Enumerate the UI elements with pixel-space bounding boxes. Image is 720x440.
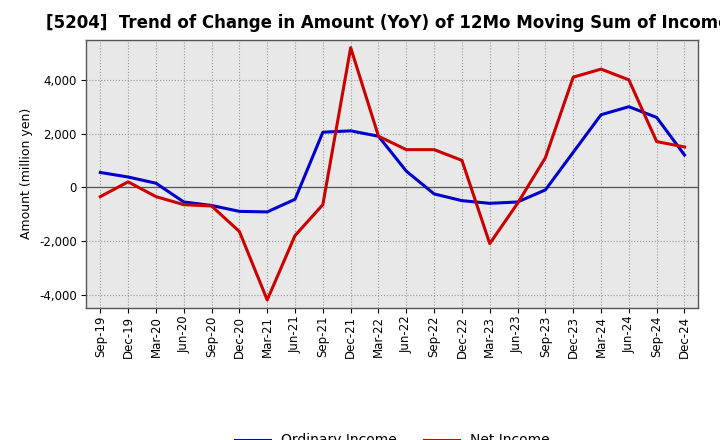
Net Income — [318, 202, 327, 207]
Net Income — [652, 139, 661, 144]
Ordinary Income — [402, 169, 410, 174]
Ordinary Income — [458, 198, 467, 203]
Legend: Ordinary Income, Net Income: Ordinary Income, Net Income — [230, 428, 555, 440]
Net Income — [597, 66, 606, 72]
Ordinary Income — [541, 187, 550, 193]
Ordinary Income — [235, 209, 243, 214]
Net Income — [179, 202, 188, 207]
Net Income — [485, 241, 494, 246]
Net Income — [152, 194, 161, 199]
Net Income — [207, 203, 216, 209]
Ordinary Income — [680, 152, 689, 158]
Ordinary Income — [96, 170, 104, 175]
Net Income — [541, 155, 550, 160]
Net Income — [430, 147, 438, 152]
Ordinary Income — [346, 128, 355, 133]
Ordinary Income — [263, 209, 271, 215]
Y-axis label: Amount (million yen): Amount (million yen) — [20, 108, 33, 239]
Net Income — [569, 74, 577, 80]
Net Income — [402, 147, 410, 152]
Ordinary Income — [652, 115, 661, 120]
Net Income — [291, 233, 300, 238]
Net Income — [346, 45, 355, 50]
Ordinary Income — [624, 104, 633, 109]
Ordinary Income — [513, 199, 522, 205]
Ordinary Income — [152, 180, 161, 186]
Net Income — [124, 179, 132, 184]
Net Income — [96, 194, 104, 199]
Net Income — [374, 134, 383, 139]
Ordinary Income — [374, 134, 383, 139]
Net Income — [680, 144, 689, 150]
Title: [5204]  Trend of Change in Amount (YoY) of 12Mo Moving Sum of Incomes: [5204] Trend of Change in Amount (YoY) o… — [45, 15, 720, 33]
Ordinary Income — [430, 191, 438, 197]
Ordinary Income — [179, 199, 188, 205]
Ordinary Income — [207, 203, 216, 208]
Net Income — [458, 158, 467, 163]
Net Income — [513, 201, 522, 206]
Net Income — [624, 77, 633, 82]
Line: Ordinary Income: Ordinary Income — [100, 106, 685, 212]
Net Income — [235, 229, 243, 234]
Ordinary Income — [485, 201, 494, 206]
Ordinary Income — [318, 129, 327, 135]
Net Income — [263, 297, 271, 303]
Ordinary Income — [569, 150, 577, 155]
Ordinary Income — [291, 197, 300, 202]
Ordinary Income — [124, 174, 132, 180]
Line: Net Income: Net Income — [100, 48, 685, 300]
Ordinary Income — [597, 112, 606, 117]
